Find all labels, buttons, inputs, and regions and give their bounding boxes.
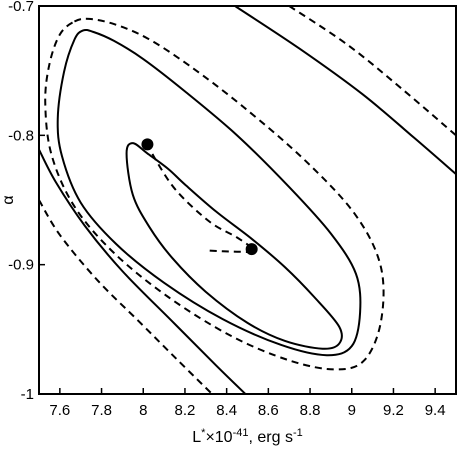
x-tick-label-2: 8 <box>139 402 147 419</box>
contour-group <box>39 6 456 394</box>
x-tick-label-3: 8.2 <box>175 402 196 419</box>
contour-line-7-solid <box>39 149 247 394</box>
plot-frame <box>38 5 457 395</box>
x-tick-label-5: 8.6 <box>258 402 279 419</box>
x-tick-label-9: 9.4 <box>425 402 446 419</box>
x-axis-label-part-3: -41 <box>233 427 249 439</box>
best-fit-marker-1 <box>141 138 154 151</box>
x-tick-label-8: 9.2 <box>383 402 404 419</box>
x-axis-label-part-4: , erg s <box>248 429 292 446</box>
y-tick-label-2: -0.9 <box>8 257 34 274</box>
x-tick-label-6: 8.8 <box>300 402 321 419</box>
contour-line-8-dashed <box>39 199 213 394</box>
y-tick-label-1: -0.8 <box>8 127 34 144</box>
x-tick-label-7: 9 <box>348 402 356 419</box>
x-axis-label-part-2: ×10 <box>205 429 232 446</box>
x-axis-label-part-0: L <box>192 429 201 446</box>
contour-line-1-solid <box>125 142 343 350</box>
y-axis-label: α <box>0 195 17 204</box>
contour-line-3-dashed <box>44 17 385 371</box>
x-axis-label: L*×10-41, erg s-1 <box>192 427 302 446</box>
x-tick-label-1: 7.8 <box>91 402 112 419</box>
contour-line-4-dashed <box>146 142 255 253</box>
x-axis-label-part-5: -1 <box>293 427 303 439</box>
x-axis-label-part-1: * <box>201 427 206 439</box>
contour-line-6-dashed <box>288 6 456 137</box>
x-tick-label-0: 7.6 <box>49 402 70 419</box>
contour-line-2-solid <box>56 28 362 357</box>
best-fit-marker-2 <box>245 243 258 256</box>
x-tick-label-4: 8.4 <box>216 402 237 419</box>
contour-line-5-solid <box>234 6 456 175</box>
y-tick-label-3: -1 <box>21 386 34 403</box>
y-tick-label-0: -0.7 <box>8 0 34 15</box>
